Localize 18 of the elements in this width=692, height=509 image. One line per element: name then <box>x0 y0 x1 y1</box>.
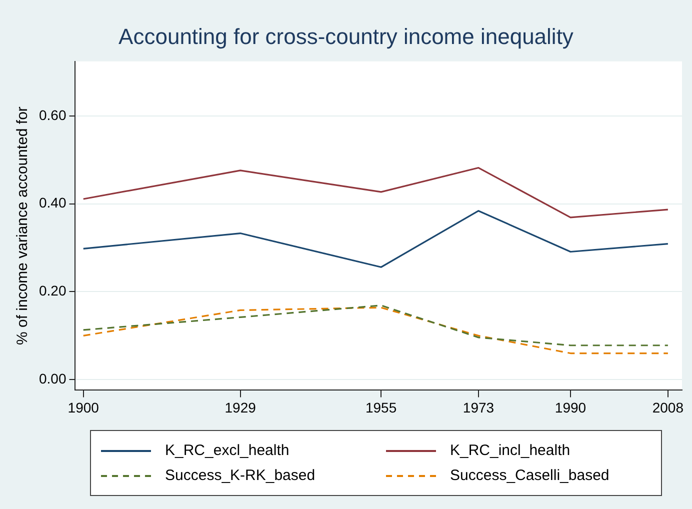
chart-title: Accounting for cross-country income inequality <box>118 24 574 50</box>
y-tick-label: 0.60 <box>39 106 66 123</box>
y-tick-label: 0.20 <box>39 282 66 299</box>
line-series <box>82 306 669 354</box>
legend-label: Success_Caselli_based <box>450 467 610 484</box>
legend-label: Success_K-RK_based <box>165 467 316 484</box>
x-tick-label: 1929 <box>224 399 256 416</box>
line-series <box>82 304 669 346</box>
legend-label: K_RC_excl_health <box>165 442 290 459</box>
x-tick-label: 1973 <box>462 399 494 416</box>
x-tick-label: 1990 <box>554 399 586 416</box>
y-tick-label: 0.00 <box>39 370 66 387</box>
legend-label: K_RC_incl_health <box>450 442 570 459</box>
x-tick-label: 1955 <box>365 399 397 416</box>
y-tick-label: 0.40 <box>39 194 66 211</box>
x-tick-label: 2008 <box>652 399 684 416</box>
y-axis-title: % of income variance accounted for <box>14 106 32 346</box>
x-tick-label: 1900 <box>68 399 100 416</box>
